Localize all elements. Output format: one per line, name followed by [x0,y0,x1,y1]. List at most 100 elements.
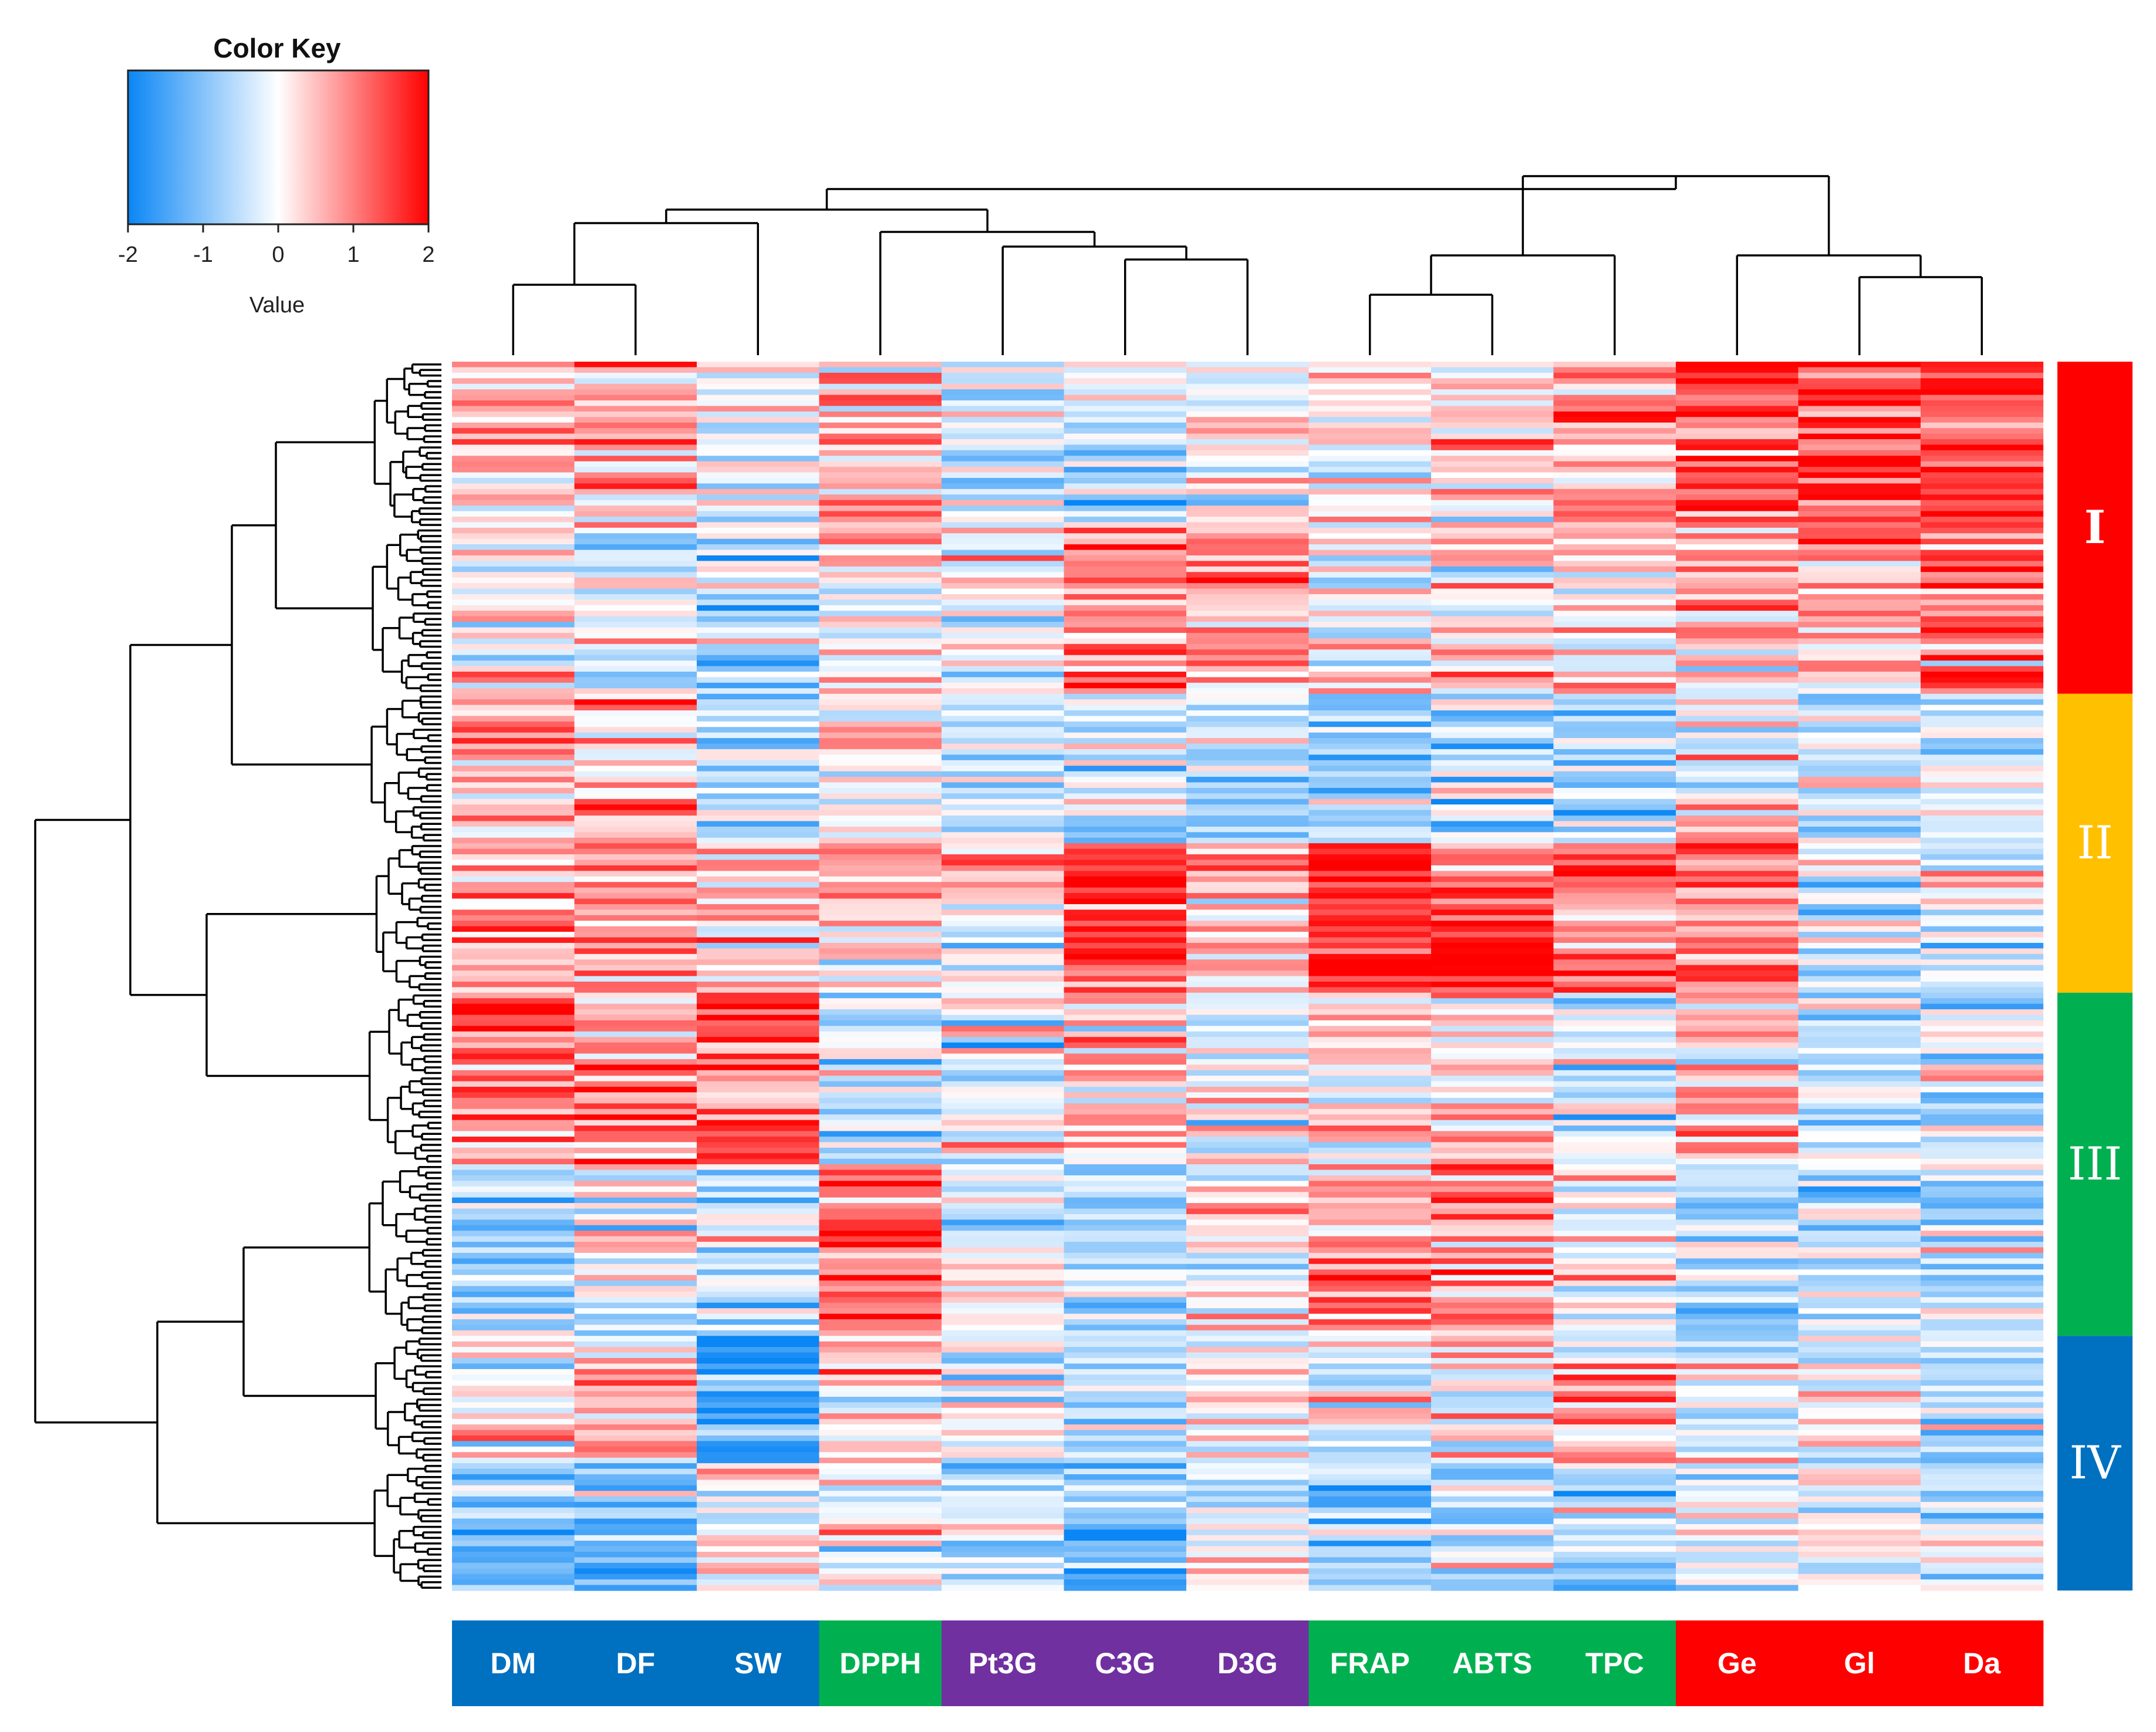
heatmap-cell [574,804,697,811]
heatmap-cell [1798,754,1921,761]
heatmap-cell [1676,798,1799,805]
heatmap-cell [574,1485,697,1491]
heatmap-cell [1921,1120,2044,1126]
heatmap-cell [1431,1291,1554,1298]
heatmap-cell [1676,688,1799,695]
heatmap-cell [942,1302,1065,1309]
heatmap-cell [1431,599,1554,606]
heatmap-cell [942,1181,1065,1187]
heatmap-cell [1064,1313,1187,1320]
heatmap-cell [1064,787,1187,794]
heatmap-cell [1431,622,1554,628]
heatmap-cell [574,1170,697,1176]
heatmap-cell [1186,1231,1310,1237]
heatmap-cell [1186,699,1310,706]
heatmap-cell [574,971,697,977]
heatmap-cell [1921,594,2044,601]
heatmap-cell [1921,798,2044,805]
heatmap-cell [1921,1252,2044,1259]
heatmap-cell [1553,1291,1676,1298]
heatmap-cell [452,1192,575,1198]
heatmap-cell [1921,1573,2044,1580]
heatmap-cell [1798,1336,1921,1342]
heatmap-cell [819,1568,942,1575]
heatmap-cell [1553,1026,1676,1032]
heatmap-cell [942,798,1065,805]
heatmap-cell [574,965,697,971]
heatmap-cell [452,816,575,822]
heatmap-cell [1308,1103,1432,1110]
heatmap-cell [452,1485,575,1491]
heatmap-cell [1553,1208,1676,1215]
heatmap-cell [1308,1153,1432,1160]
heatmap-cell [574,688,697,695]
heatmap-cell [1431,1386,1554,1392]
heatmap-cell [1921,1529,2044,1536]
heatmap-cell [1798,887,1921,894]
heatmap-cell [697,1081,820,1087]
heatmap-cell [1064,1463,1187,1470]
heatmap-cell [1064,1053,1187,1060]
heatmap-cell [697,1330,820,1336]
heatmap-cell [1798,766,1921,772]
heatmap-cell [452,616,575,622]
heatmap-cell [819,494,942,501]
heatmap-cell [697,611,820,617]
heatmap-cell [452,1513,575,1519]
heatmap-cell [452,921,575,927]
heatmap-cell [1186,1430,1310,1436]
heatmap-cell [1798,1131,1921,1137]
heatmap-cell [574,367,697,373]
heatmap-cell [574,1452,697,1458]
heatmap-cell [942,1325,1065,1331]
heatmap-cell [574,1441,697,1447]
heatmap-cell [574,1147,697,1154]
heatmap-cell [819,383,942,390]
heatmap-cell [942,1347,1065,1353]
heatmap-cell [942,1015,1065,1021]
heatmap-cell [1431,555,1554,562]
heatmap-cell [452,909,575,916]
heatmap-cell [1186,511,1310,517]
heatmap-cell [697,1247,820,1253]
heatmap-cell [1064,1446,1187,1453]
heatmap-cell [1431,1131,1554,1137]
heatmap-cell [1186,1015,1310,1021]
heatmap-cell [942,461,1065,467]
heatmap-cell [1431,798,1554,805]
heatmap-cell [697,1302,820,1309]
heatmap-cell [1064,1308,1187,1315]
heatmap-cell [574,1535,697,1541]
heatmap-cell [697,904,820,910]
heatmap-cell [1553,837,1676,844]
heatmap-cell [1676,953,1799,960]
heatmap-cell [1186,605,1310,611]
heatmap-cell [452,450,575,456]
heatmap-cell [1186,1297,1310,1303]
heatmap-cell [452,1468,575,1475]
heatmap-cell [1553,1529,1676,1536]
heatmap-cell [452,948,575,955]
heatmap-cell [819,1391,942,1397]
heatmap-cell [1553,555,1676,562]
heatmap-cell [1921,682,2044,689]
heatmap-cell [1553,1131,1676,1137]
heatmap-cell [1186,655,1310,661]
heatmap-cell [1798,1103,1921,1110]
heatmap-cell [1553,456,1676,462]
heatmap-cell [1308,483,1432,490]
heatmap-cell [1431,1474,1554,1481]
heatmap-cell [1064,588,1187,595]
heatmap-cell [1308,372,1432,379]
heatmap-cell [942,1197,1065,1204]
heatmap-cell [1921,1214,2044,1220]
heatmap-cell [1308,1275,1432,1281]
heatmap-cell [1921,488,2044,495]
heatmap-cell [697,599,820,606]
heatmap-cell [942,1076,1065,1082]
heatmap-cell [819,987,942,993]
heatmap-cell [1431,915,1554,921]
heatmap-cell [942,1441,1065,1447]
heatmap-cell [942,1131,1065,1137]
